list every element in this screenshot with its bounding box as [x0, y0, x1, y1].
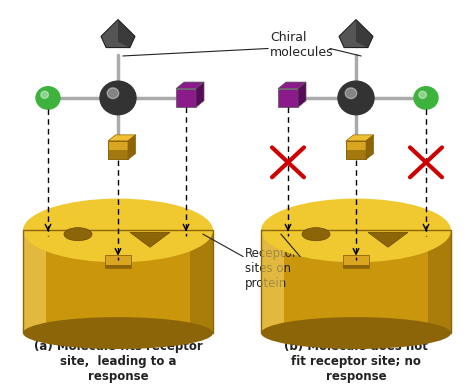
Polygon shape [196, 82, 204, 107]
Bar [105, 265, 131, 268]
Circle shape [338, 81, 374, 115]
Circle shape [41, 91, 48, 98]
Bar [108, 150, 128, 159]
Bar [343, 265, 369, 268]
Text: Receptor
sites on
protein: Receptor sites on protein [245, 247, 298, 290]
Bar [23, 231, 213, 333]
Bar [108, 141, 128, 159]
Circle shape [107, 88, 118, 99]
Ellipse shape [261, 199, 451, 262]
Ellipse shape [261, 317, 451, 349]
Bar [428, 231, 451, 333]
Bar [190, 231, 213, 333]
Polygon shape [339, 20, 373, 48]
Ellipse shape [302, 228, 330, 241]
Ellipse shape [64, 228, 92, 241]
Circle shape [414, 87, 438, 109]
Bar [105, 255, 131, 268]
Polygon shape [130, 232, 170, 247]
Bar [343, 255, 369, 268]
Bar [278, 89, 298, 107]
Polygon shape [356, 20, 373, 48]
Bar [176, 89, 196, 107]
Ellipse shape [23, 199, 213, 262]
Bar [346, 150, 366, 159]
Polygon shape [118, 20, 135, 48]
Bar [261, 231, 451, 333]
Polygon shape [346, 135, 374, 141]
Bar [346, 141, 366, 159]
Polygon shape [366, 135, 374, 159]
Bar [261, 231, 451, 333]
Polygon shape [101, 20, 135, 48]
Polygon shape [368, 232, 408, 247]
Circle shape [36, 87, 60, 109]
Bar [23, 231, 46, 333]
Circle shape [100, 81, 136, 115]
Text: Chiral
molecules: Chiral molecules [270, 31, 334, 59]
Polygon shape [278, 82, 306, 89]
Circle shape [419, 91, 427, 98]
Polygon shape [298, 82, 306, 107]
Text: (a) Molecule fits receptor
site,  leading to a
response: (a) Molecule fits receptor site, leading… [34, 341, 202, 384]
Bar [261, 231, 284, 333]
Ellipse shape [23, 317, 213, 349]
Bar [23, 231, 213, 333]
Polygon shape [108, 135, 136, 141]
Polygon shape [176, 82, 204, 89]
Circle shape [345, 88, 357, 99]
Polygon shape [128, 135, 136, 159]
Text: (b) Molecule does not
fit receptor site; no
response: (b) Molecule does not fit receptor site;… [284, 341, 428, 384]
